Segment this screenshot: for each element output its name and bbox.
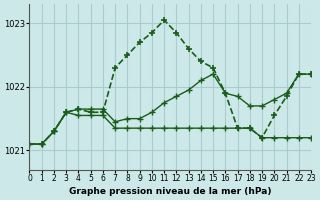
X-axis label: Graphe pression niveau de la mer (hPa): Graphe pression niveau de la mer (hPa) <box>69 187 271 196</box>
